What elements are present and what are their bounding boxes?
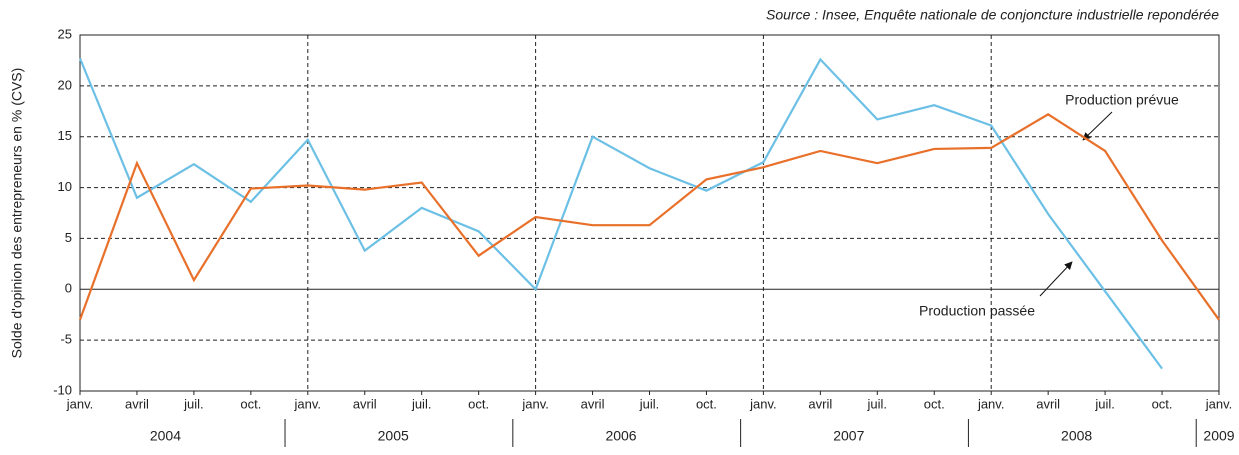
arrow [1039, 261, 1073, 297]
y-tick-label: -5 [60, 332, 72, 347]
year-label: 2006 [605, 428, 636, 444]
x-tick-label: avril [125, 396, 149, 411]
x-tick-label: janv. [294, 396, 322, 411]
x-tick-label: avril [581, 396, 605, 411]
x-tick-label: oct. [924, 396, 945, 411]
annotation: Production prévue [1065, 92, 1179, 108]
x-tick-label: janv. [66, 396, 94, 411]
x-tick-label: janv. [977, 396, 1005, 411]
source: Source : Insee, Enquête nationale de con… [766, 7, 1219, 23]
x-tick-label: juil. [183, 396, 204, 411]
y-tick-label: -10 [53, 382, 72, 397]
x-tick-label: avril [353, 396, 377, 411]
x-tick-label: oct. [696, 396, 717, 411]
x-tick-label: avril [808, 396, 832, 411]
year-label: 2009 [1203, 428, 1234, 444]
x-tick-label: juil. [867, 396, 888, 411]
x-tick-label: janv. [749, 396, 777, 411]
y-tick-label: 10 [58, 179, 72, 194]
plot-frame [79, 34, 1220, 392]
year-label: 2004 [150, 428, 181, 444]
y-tick-label: 20 [58, 77, 72, 92]
y-tick-label: 0 [65, 281, 72, 296]
x-tick-label: oct. [1152, 396, 1173, 411]
x-tick-label: avril [1036, 396, 1060, 411]
x-tick-label: oct. [468, 396, 489, 411]
y-tick-label: 25 [58, 26, 72, 41]
arrow [1082, 111, 1113, 141]
x-tick-label: janv. [1205, 396, 1233, 411]
year-label: 2008 [1061, 428, 1092, 444]
year-label: 2005 [378, 428, 409, 444]
y-axis-label: Solde d'opinion des entrepreneurs en % (… [9, 68, 25, 359]
series-line [78, 113, 1220, 321]
x-tick-label: janv. [521, 396, 549, 411]
series-line [78, 57, 1163, 370]
x-tick-label: juil. [1094, 396, 1115, 411]
year-label: 2007 [833, 428, 864, 444]
x-tick-label: juil. [639, 396, 660, 411]
y-tick-label: 5 [65, 230, 72, 245]
y-tick-label: 15 [58, 128, 72, 143]
annotation: Production passée [919, 303, 1035, 319]
x-tick-label: oct. [240, 396, 261, 411]
x-tick-label: juil. [411, 396, 432, 411]
